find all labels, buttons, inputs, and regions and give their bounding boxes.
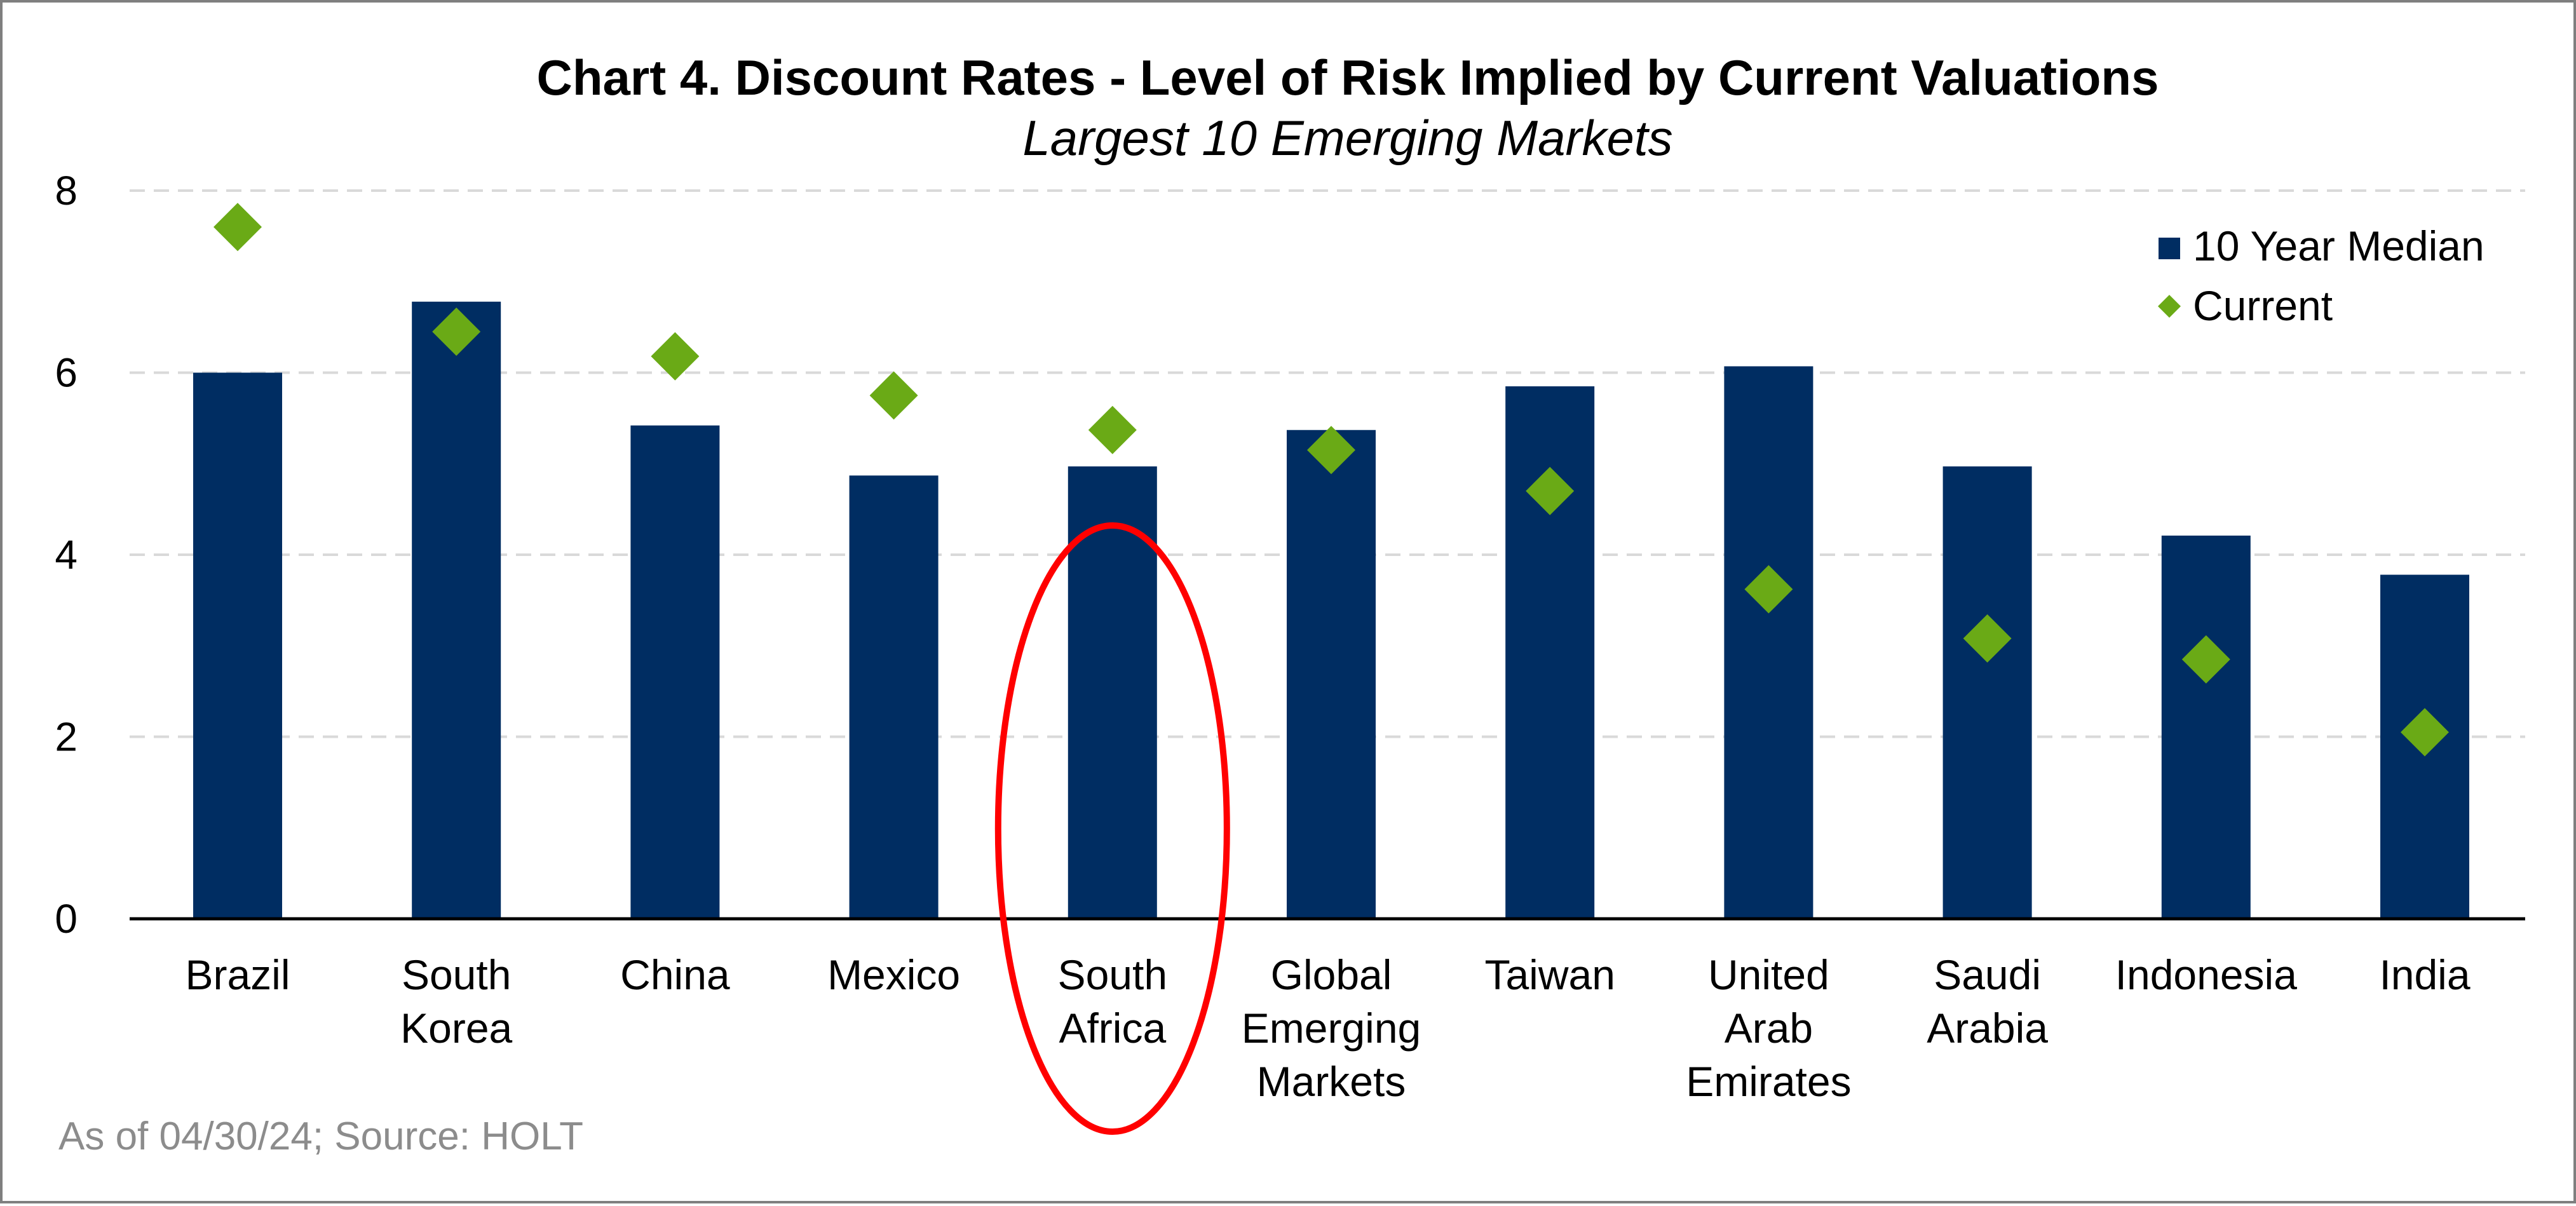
category-label: United xyxy=(1708,951,1829,998)
category-label: Indonesia xyxy=(2115,951,2298,998)
category-label: South xyxy=(402,951,511,998)
category-label: Markets xyxy=(1257,1058,1406,1105)
category-label: Emirates xyxy=(1686,1058,1851,1105)
marker-current xyxy=(1307,426,1355,475)
marker-current xyxy=(1088,405,1137,454)
marker-current xyxy=(1744,565,1793,614)
y-tick-label: 6 xyxy=(55,350,78,396)
category-label: Africa xyxy=(1059,1005,1166,1052)
bar-median xyxy=(2161,535,2251,919)
source-note: As of 04/30/24; Source: HOLT xyxy=(58,1115,583,1158)
bar-median xyxy=(849,475,939,919)
category-label: Brazil xyxy=(185,951,290,998)
category-label: India xyxy=(2379,951,2470,998)
y-axis-ticks: 0 2 4 6 8 xyxy=(55,168,78,942)
chart: Chart 4. Discount Rates - Level of Risk … xyxy=(55,50,2525,1158)
category-label: Arab xyxy=(1725,1005,1813,1052)
marker-current xyxy=(2181,635,2230,684)
y-tick-label: 0 xyxy=(55,896,78,942)
bar-median xyxy=(1942,466,2032,919)
y-tick-label: 2 xyxy=(55,714,78,760)
bar-median xyxy=(1724,366,1813,919)
legend-swatch-median xyxy=(2159,238,2180,259)
y-tick-label: 8 xyxy=(55,168,78,213)
legend-label-median: 10 Year Median xyxy=(2193,222,2484,269)
chart-subtitle: Largest 10 Emerging Markets xyxy=(1022,110,1672,166)
category-label: Arabia xyxy=(1927,1005,2048,1052)
marker-current xyxy=(869,371,918,420)
category-label: Emerging xyxy=(1242,1005,1421,1052)
category-label: Saudi xyxy=(1934,951,2041,998)
marker-current xyxy=(214,203,262,252)
current-series xyxy=(214,203,2449,757)
bar-median xyxy=(1068,466,1157,919)
marker-current xyxy=(1963,614,2012,663)
category-label: South xyxy=(1058,951,1167,998)
legend-label-current: Current xyxy=(2193,282,2333,329)
marker-current xyxy=(2401,708,2449,757)
marker-current xyxy=(651,332,700,381)
bar-median xyxy=(1505,386,1595,919)
category-label: Mexico xyxy=(827,951,960,998)
category-label: China xyxy=(620,951,730,998)
marker-current xyxy=(432,308,481,356)
legend: 10 Year Median Current xyxy=(2158,222,2484,329)
highlight-ellipse xyxy=(994,522,1230,1135)
bar-series xyxy=(193,301,2469,919)
category-label: Global xyxy=(1271,951,1392,998)
chart-title: Chart 4. Discount Rates - Level of Risk … xyxy=(537,50,2159,105)
bar-median xyxy=(412,301,501,919)
category-label: Taiwan xyxy=(1484,951,1615,998)
marker-current xyxy=(1526,466,1575,515)
y-tick-label: 4 xyxy=(55,532,78,578)
legend-swatch-current xyxy=(2158,295,2181,318)
bar-median xyxy=(193,372,282,919)
category-label: Korea xyxy=(400,1005,512,1052)
bar-median xyxy=(630,425,720,919)
bar-median xyxy=(1287,430,1376,919)
category-labels: Brazil South Korea China Mexico South Africa Gl… xyxy=(185,951,2470,1105)
